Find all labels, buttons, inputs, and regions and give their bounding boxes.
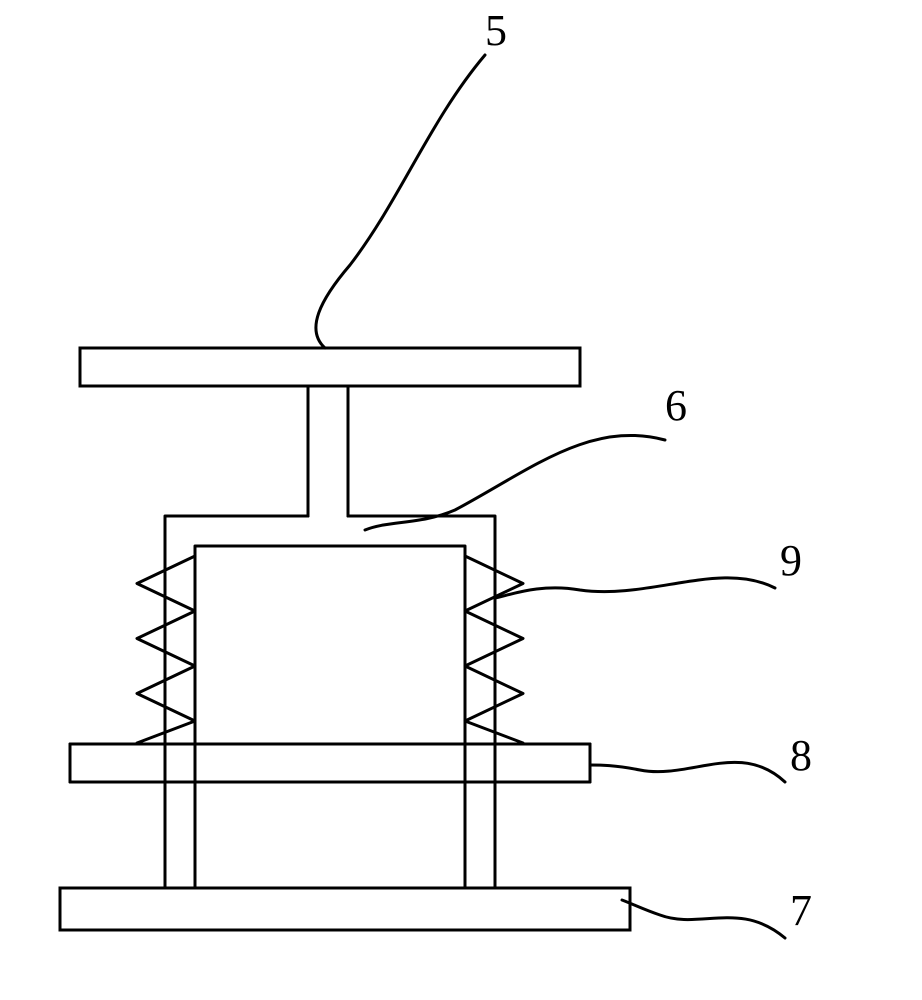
- label-l7: 7: [790, 886, 812, 935]
- leader-l5: [316, 55, 485, 348]
- base-plate: [60, 888, 630, 930]
- leader-l9: [495, 578, 775, 598]
- u-inner: [195, 546, 465, 782]
- label-l6: 6: [665, 381, 687, 430]
- u-outer-topright: [348, 516, 495, 782]
- u-outer-topleft: [165, 516, 308, 782]
- label-l9: 9: [780, 536, 802, 585]
- leader-l8: [590, 762, 785, 782]
- label-l8: 8: [790, 731, 812, 780]
- leader-l7: [622, 900, 785, 938]
- top-plate: [80, 348, 580, 386]
- label-l5: 5: [485, 6, 507, 55]
